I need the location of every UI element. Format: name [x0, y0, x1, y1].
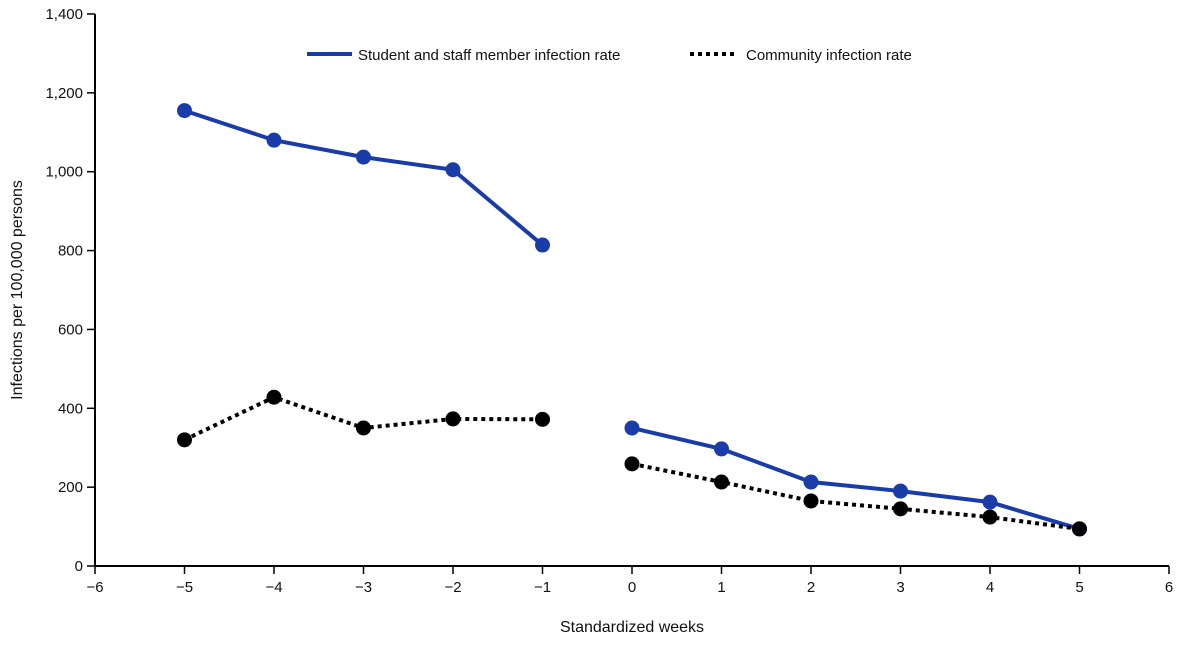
y-tick-label: 1,200: [45, 85, 83, 102]
data-point: [982, 509, 998, 525]
x-tick-label: −4: [265, 579, 282, 596]
y-tick-label: 400: [58, 400, 83, 417]
data-point: [624, 456, 640, 472]
series-line: [631, 461, 1080, 531]
data-point: [266, 132, 282, 148]
legend: Student and staff member infection rate C…: [307, 47, 912, 64]
data-point: [893, 483, 908, 499]
x-tick-label: −6: [86, 579, 103, 596]
y-axis-label: Infections per 100,000 persons: [9, 180, 26, 400]
data-point: [356, 420, 371, 436]
x-tick-label: −2: [444, 579, 461, 596]
x-tick-label: 5: [1075, 579, 1083, 596]
y-tick-label: 0: [75, 558, 83, 575]
data-point: [714, 441, 729, 457]
data-point: [445, 162, 461, 178]
data-point: [893, 501, 908, 517]
x-axis-label: Standardized weeks: [560, 619, 704, 636]
x-tick-label: 1: [717, 579, 725, 596]
data-point: [1072, 521, 1087, 537]
axes: 0 200 400 600 800 1,000 1,200 1,400 −6 −5 −4 −3 −2 −1…: [45, 6, 1173, 596]
x-tick-label: −5: [176, 579, 193, 596]
y-tick-label: 800: [58, 243, 83, 260]
y-tick-label: 200: [58, 479, 83, 496]
data-point: [803, 474, 819, 490]
data-point: [535, 237, 550, 253]
x-tick-label: 2: [807, 579, 815, 596]
legend-label: Student and staff member infection rate: [358, 47, 620, 64]
data-point: [266, 389, 282, 405]
data-point: [177, 432, 192, 448]
data-point: [624, 420, 640, 436]
y-tick-label: 1,400: [45, 6, 83, 23]
data-point: [445, 411, 461, 427]
y-tick-label: 600: [58, 321, 83, 338]
x-tick-label: −1: [534, 579, 551, 596]
series-1: [177, 389, 1087, 537]
series-line: [631, 426, 1081, 531]
data-point: [177, 103, 192, 119]
data-point: [535, 411, 550, 427]
x-tick-label: 3: [896, 579, 904, 596]
series-0: [177, 103, 1087, 537]
x-tick-label: 0: [628, 579, 636, 596]
x-tick-label: 4: [986, 579, 994, 596]
y-tick-label: 1,000: [45, 164, 83, 181]
data-point: [356, 149, 371, 165]
legend-label: Community infection rate: [746, 47, 912, 64]
series-group: [177, 103, 1087, 537]
series-line: [183, 108, 544, 247]
data-point: [714, 474, 729, 490]
x-tick-label: 6: [1165, 579, 1173, 596]
data-point: [803, 493, 819, 509]
data-point: [982, 494, 998, 510]
x-tick-label: −3: [355, 579, 372, 596]
